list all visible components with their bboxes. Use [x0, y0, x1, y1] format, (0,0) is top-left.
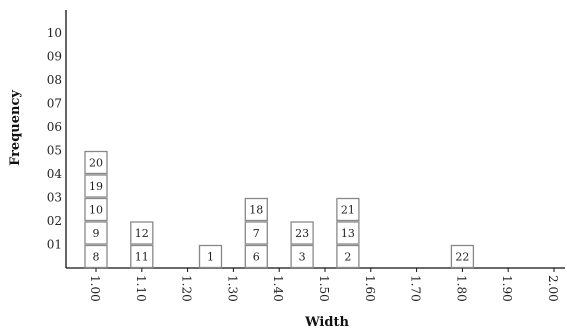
y-tick-label: 08 [47, 73, 62, 87]
data-box [336, 221, 360, 245]
y-tick-label: 10 [47, 26, 62, 40]
x-tick-label: 1.00 [88, 275, 102, 302]
data-box-label: 9 [93, 227, 100, 240]
data-box [84, 197, 108, 222]
data-box-label: 11 [135, 251, 149, 264]
box-stack: 2 13 21 [336, 197, 360, 269]
x-tick-label: 1.50 [317, 275, 331, 302]
data-box [244, 244, 268, 269]
data-box [290, 221, 314, 245]
y-tick-labels: 01 02 03 04 05 06 07 08 09 10 [47, 26, 63, 252]
data-box-label: 2 [344, 251, 351, 264]
y-tick-label: 03 [47, 191, 62, 205]
y-tick-label: 02 [47, 214, 62, 228]
x-tick-labels: 1.00 1.10 1.20 1.30 1.40 1.50 1.60 1.70 1.80 1.90… [88, 268, 560, 302]
data-box [290, 244, 314, 269]
y-tick-label: 06 [47, 120, 62, 134]
x-tick-label: 1.90 [500, 275, 514, 302]
x-tick-label: 1.80 [454, 275, 468, 302]
data-box-label: 23 [295, 227, 309, 240]
box-stack: 8 9 10 19 20 [84, 150, 108, 269]
data-box-label: 6 [253, 251, 260, 264]
data-box-label: 18 [249, 204, 263, 217]
y-tick-label: 07 [47, 97, 62, 111]
data-box-label: 3 [299, 251, 306, 264]
data-box-label: 20 [89, 157, 103, 170]
data-box-label: 13 [341, 227, 355, 240]
box-stack: 1 [198, 244, 223, 269]
x-tick-label: 1.70 [409, 275, 423, 302]
data-boxes: 8 9 10 19 20 11 12 1 6 7 18 3 23 2 13 21 22 [84, 150, 475, 269]
x-axis-title: Width [304, 315, 349, 330]
box-stack: 3 23 [290, 221, 314, 269]
data-box-label: 1 [207, 251, 214, 264]
data-box [198, 244, 223, 269]
data-box [84, 221, 108, 245]
data-box-label: 10 [89, 204, 103, 217]
box-stack: 6 7 18 [244, 197, 268, 269]
data-box [336, 244, 360, 269]
box-stack: 11 12 [130, 221, 154, 269]
data-box [244, 197, 268, 222]
y-tick-label: 04 [47, 167, 63, 181]
data-box [84, 174, 108, 198]
x-tick-label: 2.00 [546, 275, 560, 302]
y-axis-title: Frequency [8, 90, 23, 166]
y-tick-label: 05 [47, 144, 62, 158]
data-box [130, 221, 154, 245]
data-box-label: 8 [93, 251, 100, 264]
data-box-label: 19 [89, 180, 103, 193]
data-box [336, 197, 360, 222]
x-tick-label: 1.30 [225, 275, 239, 302]
y-tick-label: 01 [47, 238, 62, 252]
data-box [84, 244, 108, 269]
data-box-label: 12 [135, 227, 149, 240]
x-tick-label: 1.60 [363, 275, 377, 302]
y-tick-label: 09 [47, 50, 62, 64]
data-box [84, 150, 108, 175]
box-stack: 22 [450, 244, 475, 269]
data-box-label: 22 [455, 251, 469, 264]
x-tick-label: 1.10 [134, 275, 148, 302]
data-box [244, 221, 268, 245]
data-box [450, 244, 475, 269]
x-tick-label: 1.40 [271, 275, 285, 302]
data-box [130, 244, 154, 269]
data-box-label: 21 [341, 204, 355, 217]
x-tick-label: 1.20 [180, 275, 194, 302]
data-box-label: 7 [253, 227, 260, 240]
